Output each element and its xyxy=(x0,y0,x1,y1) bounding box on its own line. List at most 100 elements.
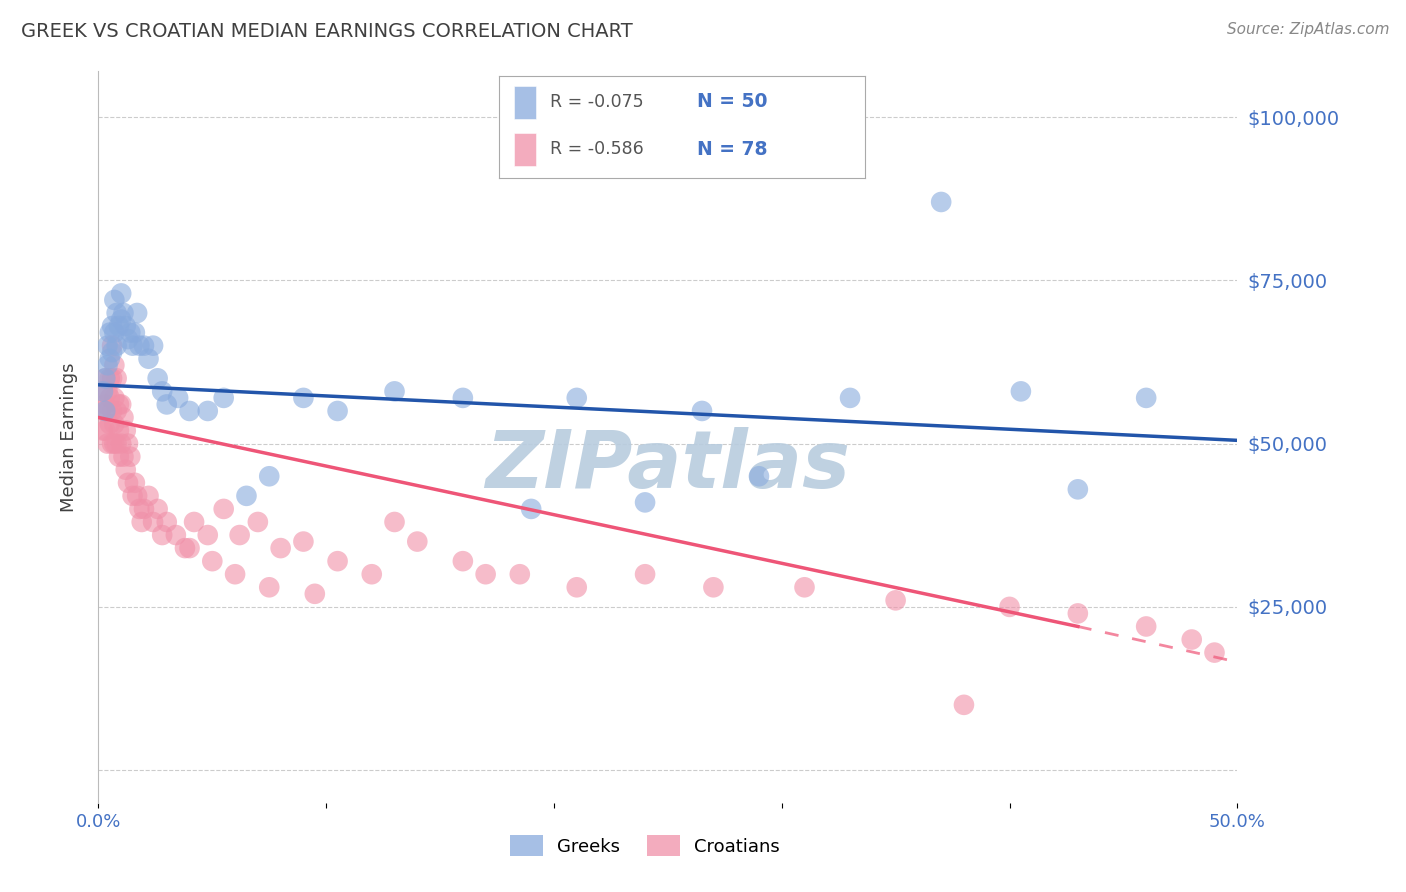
Point xyxy=(108,450,131,464)
Point xyxy=(110,286,132,301)
Point xyxy=(326,554,349,568)
Point xyxy=(197,528,219,542)
Point xyxy=(839,391,862,405)
Point xyxy=(110,436,132,450)
Point xyxy=(96,436,118,450)
Point xyxy=(259,469,281,483)
Point xyxy=(326,404,349,418)
Point xyxy=(1010,384,1032,399)
Point xyxy=(748,469,770,483)
Point xyxy=(150,384,173,399)
Point xyxy=(138,351,160,366)
Point xyxy=(197,404,219,418)
Point xyxy=(212,502,235,516)
Point xyxy=(167,391,190,405)
Point xyxy=(112,306,135,320)
Point xyxy=(120,450,142,464)
Point xyxy=(103,326,125,340)
Point xyxy=(128,338,150,352)
Point xyxy=(142,338,165,352)
Point xyxy=(384,384,406,399)
Point xyxy=(128,502,150,516)
Point xyxy=(105,404,128,418)
Point xyxy=(702,580,724,594)
Text: R = -0.586: R = -0.586 xyxy=(550,140,644,158)
Point xyxy=(270,541,292,555)
Point xyxy=(108,319,131,334)
Point xyxy=(96,358,118,372)
Point xyxy=(110,312,132,326)
Point xyxy=(292,391,315,405)
Point xyxy=(112,450,135,464)
Point xyxy=(101,404,124,418)
Point xyxy=(101,436,124,450)
Point xyxy=(114,463,136,477)
Point xyxy=(384,515,406,529)
Point xyxy=(131,515,153,529)
Point xyxy=(1181,632,1204,647)
Point xyxy=(565,391,588,405)
Point xyxy=(793,580,815,594)
Point xyxy=(1135,391,1157,405)
Point xyxy=(101,319,124,334)
Point xyxy=(94,397,117,411)
Point xyxy=(183,515,205,529)
Point xyxy=(105,436,128,450)
Point xyxy=(953,698,976,712)
Point xyxy=(146,371,169,385)
Text: R = -0.075: R = -0.075 xyxy=(550,93,644,111)
Point xyxy=(108,424,131,438)
Point xyxy=(94,424,117,438)
Point xyxy=(121,489,143,503)
Point xyxy=(124,475,146,490)
Point xyxy=(105,371,128,385)
Y-axis label: Median Earnings: Median Earnings xyxy=(59,362,77,512)
Point xyxy=(98,391,121,405)
Point xyxy=(212,391,235,405)
Point xyxy=(103,293,125,307)
Point xyxy=(96,338,118,352)
Point xyxy=(406,534,429,549)
Point xyxy=(90,404,112,418)
Point xyxy=(103,358,125,372)
Point xyxy=(117,475,139,490)
Point xyxy=(634,495,657,509)
Point xyxy=(103,436,125,450)
Point xyxy=(292,534,315,549)
Point xyxy=(101,345,124,359)
Point xyxy=(998,599,1021,614)
Point xyxy=(94,371,117,385)
Point xyxy=(114,319,136,334)
Point xyxy=(174,541,197,555)
Point xyxy=(228,528,250,542)
Point xyxy=(98,351,121,366)
Point xyxy=(101,338,124,352)
Point xyxy=(451,391,474,405)
Point xyxy=(235,489,257,503)
Point xyxy=(201,554,224,568)
Point xyxy=(117,436,139,450)
Text: ZIPatlas: ZIPatlas xyxy=(485,427,851,506)
Point xyxy=(103,417,125,431)
Point xyxy=(124,326,146,340)
Text: N = 78: N = 78 xyxy=(696,140,768,159)
Point xyxy=(132,338,155,352)
Point xyxy=(96,404,118,418)
Point xyxy=(114,424,136,438)
Point xyxy=(509,567,531,582)
Point xyxy=(94,404,117,418)
Point xyxy=(259,580,281,594)
Point xyxy=(127,489,149,503)
Point xyxy=(634,567,657,582)
Point xyxy=(108,397,131,411)
Point xyxy=(156,397,179,411)
Point xyxy=(156,515,179,529)
Point xyxy=(112,410,135,425)
Point xyxy=(179,404,201,418)
Point xyxy=(127,306,149,320)
Text: Source: ZipAtlas.com: Source: ZipAtlas.com xyxy=(1226,22,1389,37)
Point xyxy=(1067,483,1090,497)
Point xyxy=(360,567,382,582)
Point xyxy=(1204,646,1226,660)
Point xyxy=(91,424,114,438)
